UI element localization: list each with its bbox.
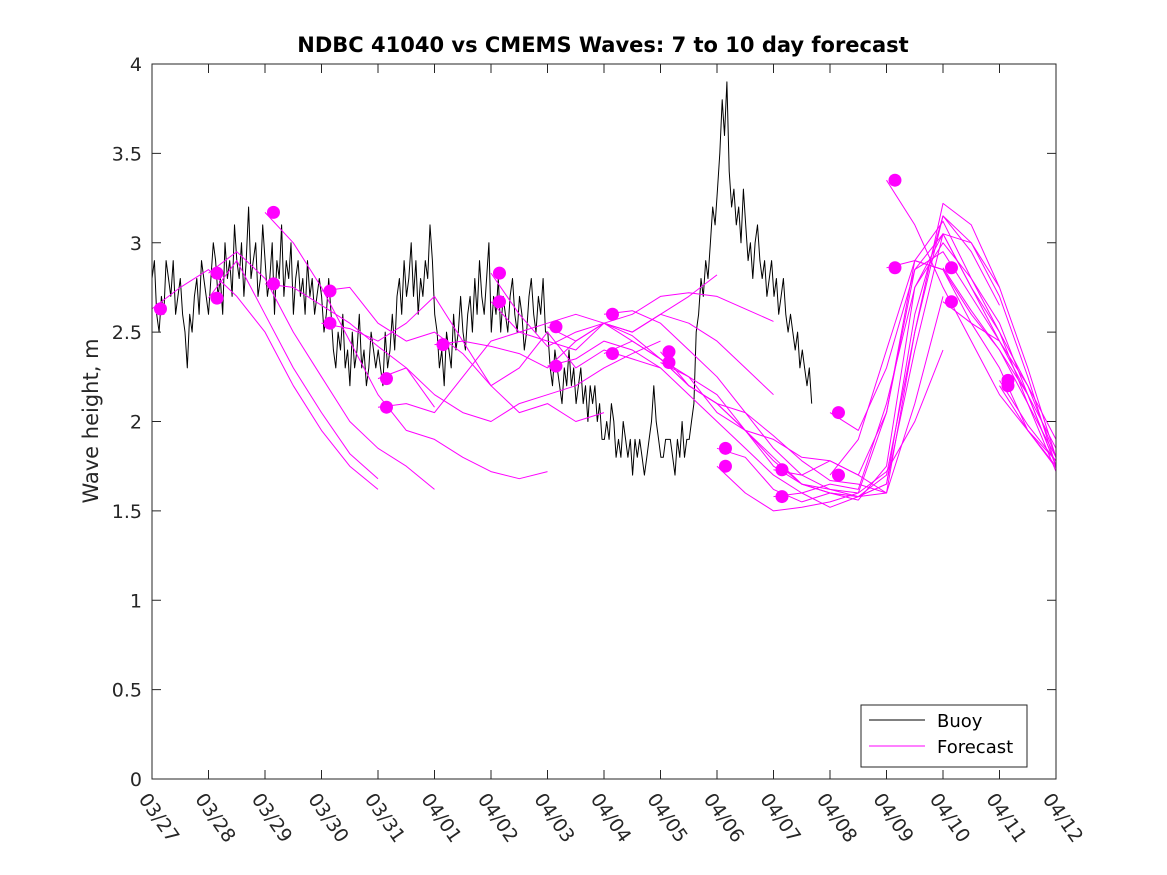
forecast-series-line-4 bbox=[264, 212, 548, 480]
forecast-start-marker bbox=[944, 261, 958, 275]
forecast-series-line-6 bbox=[321, 286, 605, 422]
forecast-start-marker bbox=[662, 345, 676, 359]
y-tick-label: 2.5 bbox=[112, 322, 142, 344]
buoy-series-line bbox=[151, 81, 813, 476]
chart-title: NDBC 41040 vs CMEMS Waves: 7 to 10 day f… bbox=[297, 33, 908, 57]
forecast-start-marker bbox=[662, 356, 676, 370]
legend-label-forecast: Forecast bbox=[937, 737, 1013, 758]
forecast-start-marker bbox=[492, 266, 506, 280]
forecast-series-line-30 bbox=[999, 385, 1057, 469]
forecast-start-marker bbox=[888, 173, 902, 187]
forecast-start-marker bbox=[549, 320, 563, 334]
forecast-start-marker bbox=[605, 347, 619, 361]
y-tick-label: 3 bbox=[130, 233, 142, 255]
forecast-start-marker bbox=[323, 284, 337, 298]
legend-box bbox=[860, 704, 1028, 768]
forecast-start-marker bbox=[549, 359, 563, 373]
forecast-series-line-14 bbox=[547, 296, 944, 508]
legend-label-buoy: Buoy bbox=[937, 711, 983, 732]
forecast-series-line-27 bbox=[942, 267, 1057, 458]
y-axis-label: Wave height, m bbox=[79, 338, 103, 503]
forecast-start-marker bbox=[718, 459, 732, 473]
forecast-series-line-18 bbox=[660, 215, 1057, 498]
forecast-start-marker bbox=[775, 463, 789, 477]
forecast-start-marker bbox=[210, 266, 224, 280]
y-tick-label: 4 bbox=[130, 54, 142, 76]
forecast-start-marker bbox=[210, 291, 224, 305]
forecast-start-marker bbox=[605, 307, 619, 321]
forecast-start-marker bbox=[266, 277, 280, 291]
forecast-start-marker bbox=[718, 441, 732, 455]
forecast-series-line-2 bbox=[208, 251, 435, 490]
y-tick-label: 1 bbox=[130, 590, 142, 612]
y-tick-label: 1.5 bbox=[112, 501, 142, 523]
forecast-start-marker bbox=[944, 295, 958, 309]
forecast-series-line-1 bbox=[151, 269, 379, 490]
forecast-series-line-11 bbox=[490, 272, 774, 396]
forecast-start-marker bbox=[1001, 379, 1015, 393]
forecast-start-marker bbox=[379, 400, 393, 414]
forecast-series-line-29 bbox=[999, 380, 1057, 462]
forecast-start-marker bbox=[831, 468, 845, 482]
legend: Buoy Forecast bbox=[860, 704, 1028, 768]
forecast-start-marker bbox=[266, 205, 280, 219]
forecast-series-line-19 bbox=[716, 242, 1057, 503]
y-tick-label: 2 bbox=[130, 412, 142, 434]
forecast-start-marker bbox=[436, 338, 450, 352]
series-layer bbox=[151, 81, 1057, 512]
forecast-start-marker bbox=[153, 302, 167, 316]
forecast-series-line-28 bbox=[942, 301, 1000, 342]
forecast-start-marker bbox=[323, 316, 337, 330]
forecast-start-marker bbox=[775, 490, 789, 504]
forecast-series-line-22 bbox=[773, 233, 1057, 498]
plot-area bbox=[152, 64, 1056, 779]
forecast-markers bbox=[153, 173, 1015, 504]
forecast-series-line-3 bbox=[208, 260, 379, 480]
forecast-series-line-8 bbox=[377, 340, 661, 422]
forecast-start-marker bbox=[492, 295, 506, 309]
forecast-start-marker bbox=[888, 261, 902, 275]
forecast-series-line-7 bbox=[321, 295, 661, 387]
plot-background bbox=[152, 64, 1056, 779]
forecast-start-marker bbox=[379, 372, 393, 386]
y-tick-label: 0.5 bbox=[112, 680, 142, 702]
y-tick-label: 0 bbox=[130, 769, 142, 791]
forecast-start-marker bbox=[831, 406, 845, 420]
y-tick-label: 3.5 bbox=[112, 143, 142, 165]
